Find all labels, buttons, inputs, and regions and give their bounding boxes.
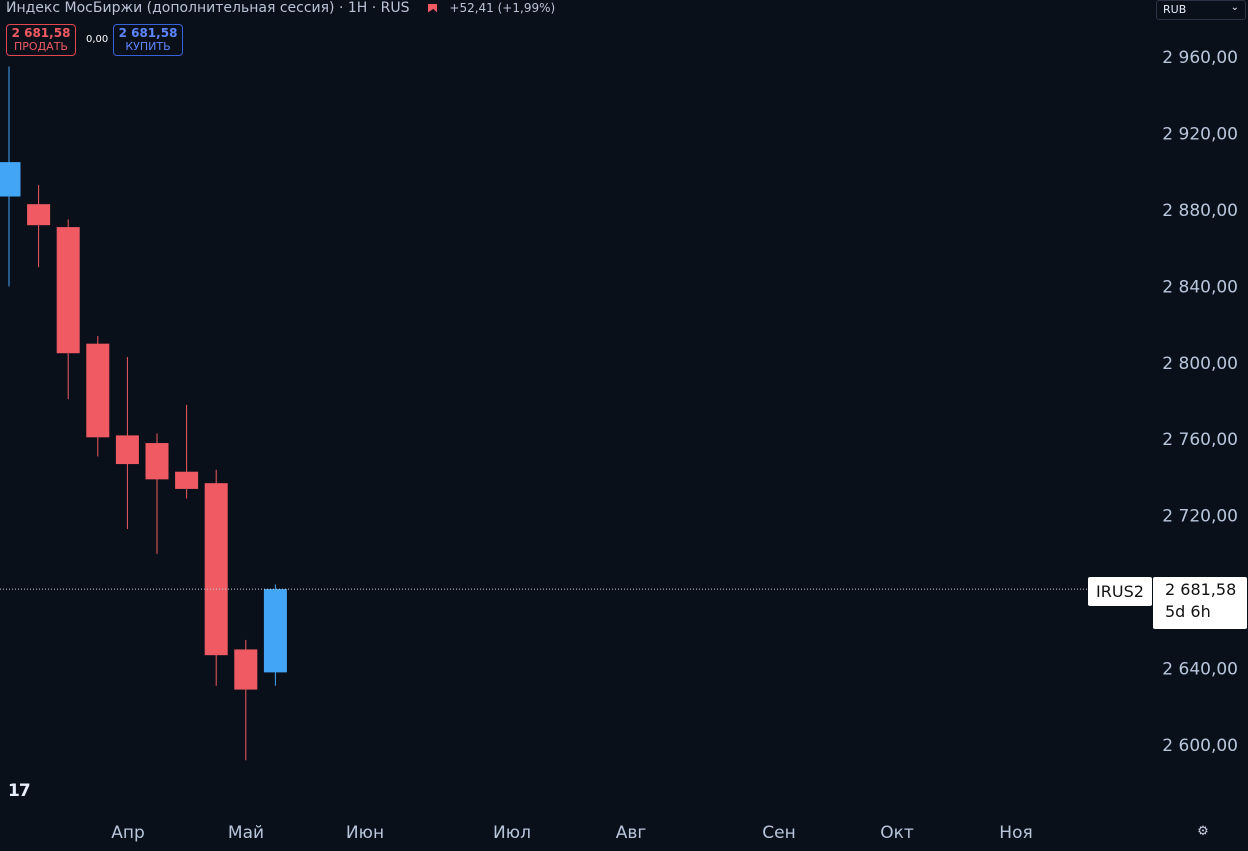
x-tick-label: Окт (880, 823, 914, 843)
x-tick-label: Май (228, 823, 264, 843)
candle-body (234, 649, 258, 690)
symbol-tag: IRUS2 (1088, 577, 1152, 606)
x-tick-label: Июл (493, 823, 531, 843)
candle-body (115, 435, 139, 465)
spread-value: 0,00 (86, 34, 109, 45)
buy-label: КУПИТЬ (125, 40, 171, 53)
chevron-down-icon: ⌄ (1230, 2, 1239, 13)
x-tick-label: Июн (346, 823, 384, 843)
candle (263, 584, 287, 686)
candle-body (56, 227, 80, 354)
x-tick-label: Ноя (999, 823, 1032, 843)
x-tick-label: Апр (111, 823, 145, 843)
candle-body (145, 443, 169, 480)
y-tick-label: 2 840,00 (1162, 277, 1238, 297)
chart-title-text: Индекс МосБиржи (дополнительная сессия) … (6, 0, 410, 16)
tradingview-logo-icon[interactable]: 17 (8, 781, 31, 801)
candle-body (204, 483, 228, 656)
y-tick-label: 2 640,00 (1162, 660, 1238, 680)
candle-body (175, 471, 199, 489)
currency-select[interactable]: RUB ⌄ (1156, 0, 1246, 20)
price-change: +52,41 (+1,99%) (449, 1, 556, 15)
settings-icon[interactable]: ⚙ (1197, 824, 1209, 839)
candle (145, 433, 169, 554)
candle-body (27, 204, 51, 226)
buy-button[interactable]: 2 681,58 КУПИТЬ (113, 24, 183, 56)
y-tick-label: 2 800,00 (1162, 354, 1238, 374)
candle-body (0, 162, 21, 197)
x-tick-label: Сен (762, 823, 795, 843)
buy-price: 2 681,58 (118, 26, 178, 40)
candle (27, 185, 51, 268)
sell-button[interactable]: 2 681,58 ПРОДАТЬ (6, 24, 76, 56)
currency-value: RUB (1163, 3, 1187, 16)
candle (175, 404, 199, 499)
y-tick-label: 2 760,00 (1162, 430, 1238, 450)
candle-body (263, 589, 287, 673)
x-tick-label: Авг (616, 823, 647, 843)
candle (204, 469, 228, 686)
sell-label: ПРОДАТЬ (14, 40, 68, 53)
y-tick-label: 2 720,00 (1162, 507, 1238, 527)
y-tick-label: 2 880,00 (1162, 201, 1238, 221)
last-price-tag: 2 681,58 5d 6h (1153, 577, 1247, 629)
flag-icon (427, 3, 437, 13)
candle-body (86, 343, 110, 438)
last-price-value: 2 681,58 (1165, 580, 1237, 599)
candle (86, 336, 110, 457)
y-tick-label: 2 920,00 (1162, 124, 1238, 144)
candle (234, 639, 258, 761)
sell-price: 2 681,58 (11, 26, 71, 40)
candle (115, 357, 139, 530)
candle (0, 66, 21, 287)
y-tick-label: 2 600,00 (1162, 736, 1238, 756)
bar-countdown: 5d 6h (1165, 602, 1211, 621)
y-tick-label: 2 960,00 (1162, 48, 1238, 68)
candle (56, 219, 80, 400)
chart-title: Индекс МосБиржи (дополнительная сессия) … (6, 0, 555, 16)
